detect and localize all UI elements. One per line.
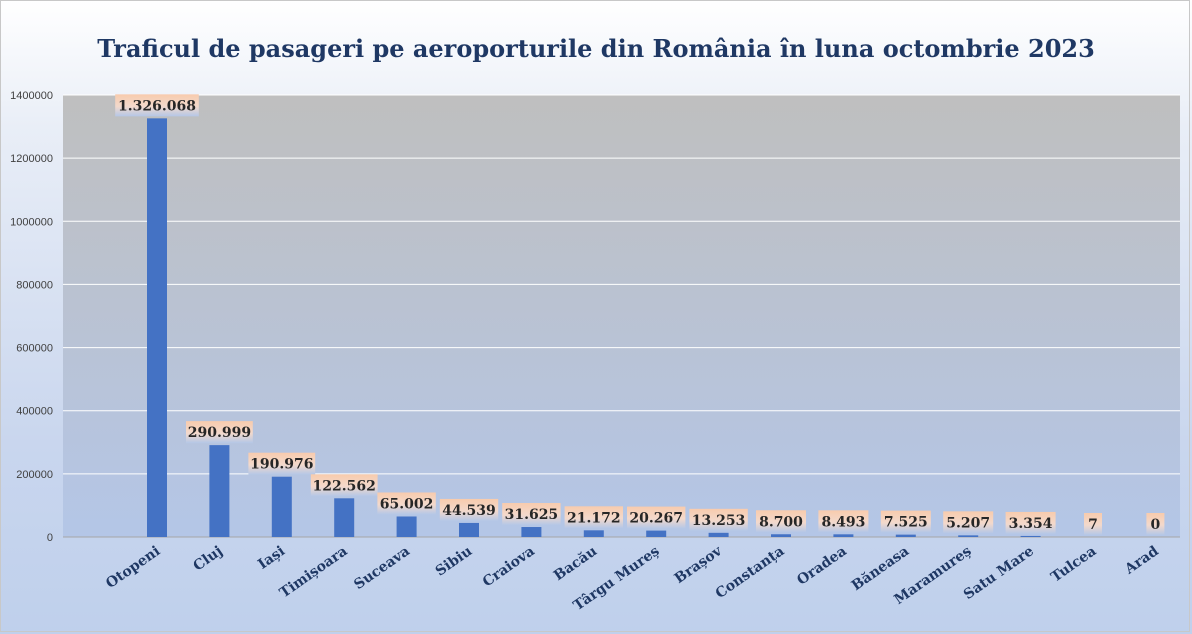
category-label: Iași bbox=[255, 543, 288, 573]
bar bbox=[895, 534, 916, 537]
bar bbox=[708, 532, 729, 537]
bar bbox=[833, 534, 854, 537]
category-label: Otopeni bbox=[103, 543, 163, 592]
category-label: Brașov bbox=[672, 543, 726, 587]
y-tick-label: 800000 bbox=[16, 279, 53, 291]
category-label: Cluj bbox=[191, 543, 226, 574]
bar bbox=[958, 535, 979, 537]
bar bbox=[646, 530, 667, 537]
bar bbox=[271, 476, 292, 537]
data-label-box bbox=[689, 508, 748, 531]
bar bbox=[521, 527, 542, 537]
bar bbox=[1020, 535, 1041, 537]
data-label-box bbox=[880, 510, 931, 533]
bar bbox=[583, 530, 604, 537]
y-tick-label: 400000 bbox=[16, 406, 53, 418]
data-label: 13.253 bbox=[692, 513, 746, 529]
y-tick-label: 200000 bbox=[16, 469, 53, 481]
y-tick-label: 1000000 bbox=[10, 216, 53, 228]
data-label-box bbox=[248, 452, 316, 475]
data-label-box bbox=[186, 421, 253, 444]
bar bbox=[459, 522, 479, 537]
data-label: 3.354 bbox=[1009, 516, 1053, 532]
data-label: 20.267 bbox=[629, 511, 683, 527]
data-label: 31.625 bbox=[505, 507, 559, 523]
bar bbox=[334, 498, 355, 537]
data-label-box bbox=[502, 503, 561, 526]
category-label: Suceava bbox=[351, 543, 413, 593]
data-label: 190.976 bbox=[250, 457, 313, 473]
y-axis: 0 200000 400000 600000 800000 1000000 1200000 1… bbox=[10, 90, 1180, 544]
data-label-box bbox=[1005, 511, 1056, 534]
data-label-box bbox=[943, 511, 994, 534]
data-label: 65.002 bbox=[380, 496, 434, 512]
data-label-box bbox=[627, 506, 686, 529]
y-tick-label: 0 bbox=[47, 532, 53, 544]
data-label: 21.172 bbox=[567, 510, 621, 526]
data-label: 44.539 bbox=[442, 503, 496, 519]
category-label: Bacău bbox=[551, 543, 600, 584]
data-label: 7.525 bbox=[884, 515, 928, 531]
bar bbox=[147, 118, 167, 538]
data-label-box bbox=[310, 474, 378, 497]
data-label: 5.207 bbox=[946, 515, 990, 531]
category-label: Arad bbox=[1121, 543, 1162, 578]
bar bbox=[209, 445, 230, 537]
category-label: Craiova bbox=[480, 543, 538, 590]
data-label: 8.493 bbox=[821, 514, 865, 530]
category-label: Satu Mare bbox=[961, 543, 1037, 603]
data-label: 0 bbox=[1151, 517, 1161, 533]
data-label-box bbox=[564, 506, 623, 529]
chart-title: Traficul de pasageri pe aeroporturile di… bbox=[97, 34, 1095, 63]
data-label-box bbox=[377, 492, 436, 515]
category-label: Oradea bbox=[794, 543, 849, 588]
data-label-box bbox=[818, 510, 869, 533]
bar bbox=[771, 534, 791, 537]
data-label: 8.700 bbox=[759, 514, 803, 530]
category-label: Timișoara bbox=[277, 543, 351, 601]
data-label-box bbox=[756, 510, 806, 533]
y-tick-label: 1400000 bbox=[10, 90, 53, 102]
category-label: Sibiu bbox=[433, 543, 476, 579]
data-label-box bbox=[439, 498, 499, 521]
data-label: 7 bbox=[1088, 517, 1098, 533]
data-label: 122.562 bbox=[313, 478, 376, 494]
data-label-box bbox=[1084, 512, 1102, 535]
plot-area bbox=[63, 95, 1180, 537]
bar bbox=[396, 516, 417, 537]
data-label: 1.326.068 bbox=[118, 98, 196, 114]
category-label: Constanța bbox=[713, 543, 788, 602]
bars bbox=[147, 118, 1103, 538]
data-label-box bbox=[1146, 513, 1165, 535]
y-tick-label: 600000 bbox=[16, 343, 53, 355]
data-label: 290.999 bbox=[188, 425, 251, 441]
data-label-box bbox=[115, 94, 199, 117]
y-tick-label: 1200000 bbox=[10, 153, 53, 165]
category-label: Tulcea bbox=[1048, 543, 1099, 585]
